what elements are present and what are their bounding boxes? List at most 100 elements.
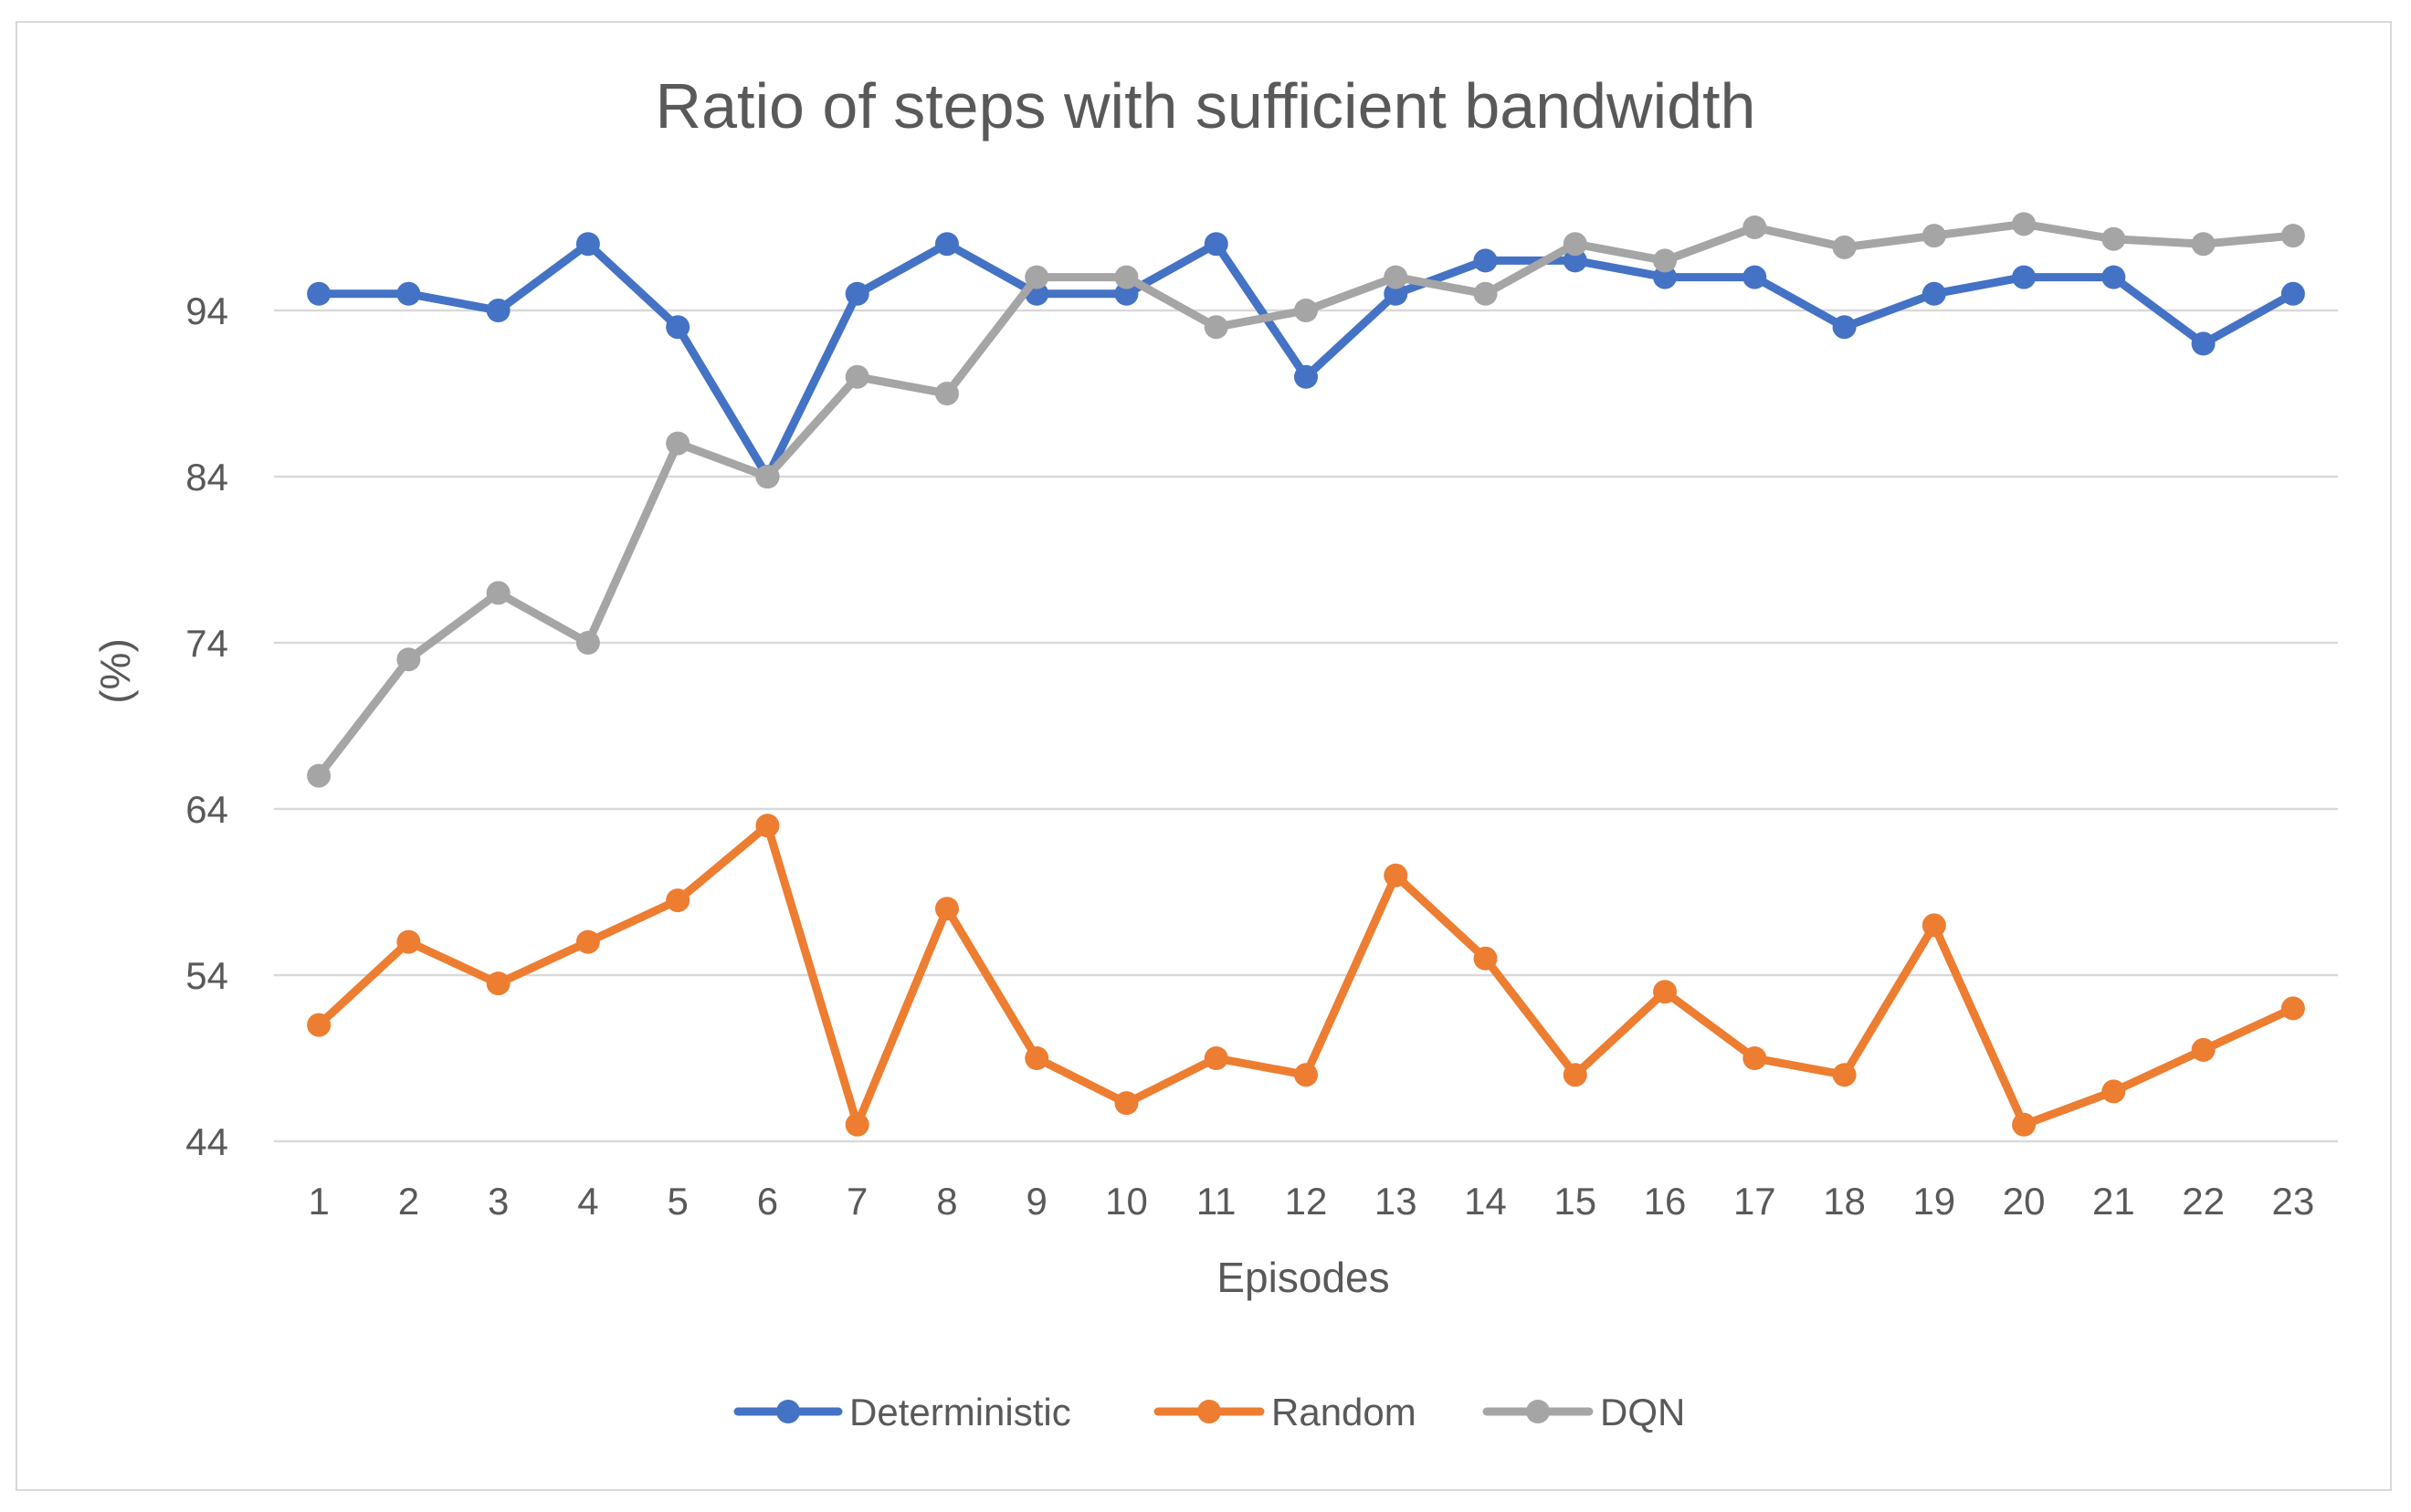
y-axis-label: (%) [91,638,139,704]
data-point [2012,1112,2037,1137]
data-point [1742,265,1767,289]
data-point [486,971,511,996]
legend-label: DQN [1600,1391,1685,1433]
series-line [314,239,2298,481]
data-point [934,232,959,257]
x-tick-label: 11 [1196,1180,1237,1223]
data-point [1742,1046,1767,1070]
x-tick-label: 19 [1912,1180,1955,1223]
data-point [575,929,600,954]
data-point [2101,226,2126,251]
data-point [1832,1063,1857,1087]
data-point [1114,1091,1139,1116]
data-point [1653,265,1678,289]
y-tick-label: 74 [185,622,228,665]
series-dqn [307,212,2305,788]
data-point [1204,1046,1228,1070]
x-tick-label: 14 [1464,1180,1507,1223]
data-point [2191,232,2216,257]
data-point [1384,265,1408,289]
x-tick-label: 20 [2003,1180,2046,1223]
data-point [755,465,780,488]
data-point [396,929,421,954]
series-deterministic [307,232,2305,488]
data-point [1832,315,1857,340]
data-point [2012,265,2037,289]
data-point [1832,235,1857,259]
data-point [2012,212,2037,236]
x-tick-label: 15 [1553,1180,1596,1223]
data-point [1921,224,1946,248]
x-tick-label: 9 [1027,1180,1048,1223]
x-tick-label: 4 [577,1180,598,1223]
data-point [755,814,780,838]
gridlines [274,309,2338,1143]
data-point [307,281,332,306]
chart-frame [16,21,2392,1491]
data-point [486,581,511,605]
x-tick-label: 16 [1644,1180,1687,1223]
x-tick-label: 18 [1823,1180,1866,1223]
data-point [1204,232,1228,257]
series-group [307,212,2305,1137]
data-point [1384,863,1408,887]
x-tick-label: 21 [2092,1180,2135,1223]
data-point [2101,1079,2126,1104]
y-axis-ticks: 44 54 64 74 84 94 [185,289,228,1163]
x-axis-label: Episodes [1216,1254,1389,1301]
x-tick-label: 2 [398,1180,419,1223]
x-tick-label: 12 [1285,1180,1328,1223]
data-point [1921,281,1946,306]
legend-swatch-marker [776,1400,800,1423]
data-point [1563,248,1587,273]
y-tick-label: 64 [185,788,228,831]
data-point [307,763,332,788]
legend: Deterministic Random DQN [733,1391,1685,1433]
data-point [1473,946,1498,971]
data-point [1294,299,1318,322]
x-tick-label: 8 [936,1180,957,1223]
x-tick-label: 5 [667,1180,688,1223]
data-point [1473,281,1498,306]
x-tick-label: 7 [847,1180,868,1223]
data-point [1384,281,1408,306]
data-point [2101,265,2126,289]
data-point [307,1013,332,1037]
data-point [575,232,600,257]
data-point [666,431,690,456]
data-point [2191,331,2216,356]
y-tick-label: 94 [185,289,228,332]
y-tick-label: 44 [185,1120,228,1163]
data-point [934,382,959,405]
x-tick-label: 10 [1105,1180,1148,1223]
legend-label: Random [1271,1391,1416,1433]
data-point [1114,265,1139,289]
data-point [1653,248,1678,273]
y-tick-label: 54 [185,954,228,997]
legend-item-deterministic: Deterministic [733,1391,1071,1433]
data-point [1563,1063,1587,1087]
data-point [845,281,869,306]
data-point [2191,1037,2216,1062]
x-axis-ticks: 1 2 3 4 5 6 7 8 9 10 11 12 13 14 15 16 17 18 19 20 21 22 23 [308,1180,2314,1223]
data-point [1025,265,1049,289]
data-point [1921,913,1946,938]
chart-title: Ratio of steps with sufficient bandwidth [656,70,1756,142]
x-tick-label: 13 [1374,1180,1417,1223]
data-point [1653,980,1678,1004]
data-point [1114,281,1139,306]
data-point [2280,224,2305,248]
legend-item-random: Random [1153,1391,1416,1433]
data-point [1294,364,1318,389]
data-point [2280,996,2305,1021]
data-point [396,281,421,306]
data-point [845,1112,869,1137]
legend-item-dqn: DQN [1482,1391,1685,1433]
legend-label: Deterministic [849,1391,1071,1433]
series-random [307,814,2305,1137]
data-point [1563,232,1587,257]
y-tick-label: 84 [185,456,228,499]
x-tick-label: 1 [308,1180,329,1223]
data-point [1473,248,1498,273]
